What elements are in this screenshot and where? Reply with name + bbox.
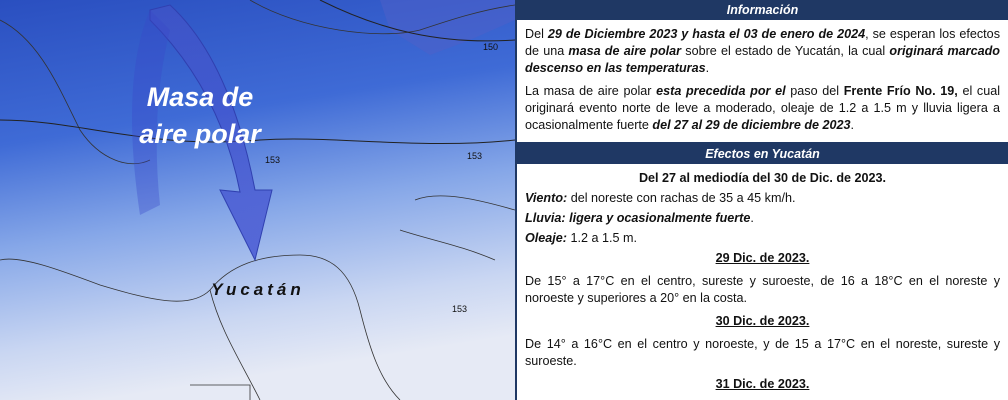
- text: Lluvia:: [525, 211, 566, 225]
- text: , se esperan los efectos de una: [525, 27, 1000, 58]
- text: .: [750, 211, 754, 225]
- section-heading: Información: [517, 0, 1008, 20]
- paragraph: La masa de aire polar esta precedida por…: [525, 83, 1000, 134]
- info-section: Del 29 de Diciembre 2023 y hasta el 03 d…: [517, 26, 1008, 144]
- item: Viento: del noreste con rachas de 35 a 4…: [525, 190, 1000, 207]
- isobar-label: 150: [483, 42, 498, 52]
- arrow: [149, 4, 273, 262]
- isobar-label: 153: [265, 155, 280, 165]
- text: Oleaje:: [525, 231, 567, 245]
- isobar-label: 153: [452, 304, 467, 314]
- place-label: Yucatán: [211, 280, 305, 299]
- text: del 27 al 29 de diciembre de 2023: [652, 118, 851, 132]
- paragraph: De 14° a 16°C en el centro y noroeste, y…: [525, 337, 1000, 368]
- weather-map: Masa de aire polar Yucatán 150 153 153 1…: [0, 0, 515, 400]
- text: .: [705, 61, 710, 75]
- date: 29 Dic. de 2023.: [715, 251, 810, 265]
- text: 29 de Diciembre 2023 y hasta el 03 de en…: [547, 27, 866, 41]
- date: 30 Dic. de 2023.: [715, 314, 810, 328]
- text: Frente Frío No. 19,: [843, 84, 958, 98]
- period: Del 27 al mediodía del 30 de Dic. de 202…: [638, 171, 887, 185]
- info-panel: Información Del 29 de Diciembre 2023 y h…: [515, 0, 1008, 400]
- isobar-label: 153: [467, 151, 482, 161]
- text: esta precedida por el: [656, 84, 786, 98]
- text: originará marcado descenso en las temper…: [525, 44, 1000, 75]
- text: masa de aire polar: [568, 44, 682, 58]
- text: paso del: [785, 84, 844, 98]
- text: sobre el estado de Yucatán, la cual: [681, 44, 890, 58]
- text: 1.2 a 1.5 m.: [567, 231, 638, 245]
- item: Oleaje: 1.2 a 1.5 m.: [525, 230, 1000, 247]
- label-line: Masa de: [147, 82, 254, 112]
- paragraph: De 15° a 17°C en el centro, sureste y su…: [525, 274, 1000, 305]
- text: Viento:: [525, 191, 568, 205]
- text: ligera y ocasionalmente fuerte: [565, 211, 751, 225]
- text: el cual originará evento norte de leve a…: [525, 84, 1001, 132]
- text: La masa de aire polar: [525, 84, 657, 98]
- cold-region: [380, 0, 515, 55]
- air-mass-label: Masa de aire polar: [139, 82, 262, 149]
- section-heading: Efectos en Yucatán: [517, 144, 1008, 164]
- paragraph: Del 29 de Diciembre 2023 y hasta el 03 d…: [525, 26, 1000, 77]
- item: Lluvia: ligera y ocasionalmente fuerte.: [525, 210, 1000, 227]
- isobar-labels: 150 153 153 153: [265, 42, 498, 314]
- arrow: [132, 10, 170, 215]
- text: .: [850, 118, 855, 132]
- date: 31 Dic. de 2023.: [715, 377, 810, 391]
- isobars: [0, 0, 515, 144]
- text: del noreste con rachas de 35 a 45 km/h.: [567, 191, 796, 205]
- label-line: aire polar: [139, 119, 262, 149]
- text: Del: [525, 27, 548, 41]
- coastlines: [0, 0, 515, 400]
